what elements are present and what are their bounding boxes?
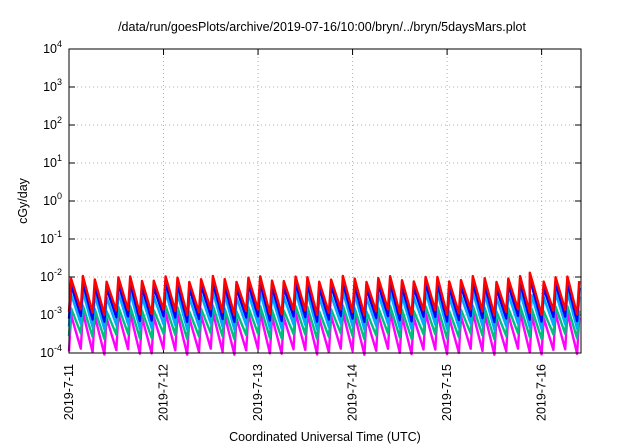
- x-tick-label: 2019-7-12: [157, 364, 171, 421]
- y-tick-exponent: -4: [54, 343, 62, 353]
- y-tick-label: 102: [43, 115, 62, 132]
- y-tick-exponent: 1: [57, 153, 62, 163]
- y-tick-exponent: 4: [57, 39, 62, 49]
- plot-frame: [68, 48, 582, 354]
- y-axis-label: cGy/day: [16, 177, 30, 224]
- series-line: [67, 271, 581, 317]
- y-tick-base: 10: [43, 118, 57, 132]
- y-tick-label: 10-1: [40, 229, 62, 246]
- x-axis-label: Coordinated Universal Time (UTC): [229, 430, 421, 444]
- chart-title: /data/run/goesPlots/archive/2019-07-16/1…: [118, 20, 526, 34]
- y-tick-exponent: 2: [57, 115, 62, 125]
- y-tick-base: 10: [43, 194, 57, 208]
- y-tick-base: 10: [40, 308, 54, 322]
- x-tick-label: 2019-7-14: [346, 364, 360, 421]
- y-tick-label: 10-2: [40, 267, 62, 284]
- y-tick-exponent: -1: [54, 229, 62, 239]
- y-tick-label: 103: [43, 77, 62, 94]
- y-tick-base: 10: [43, 156, 57, 170]
- x-tick-labels: 2019-7-11 2019-7-12 2019-7-13 2019-7-14 2019…: [62, 364, 549, 421]
- y-tick-label: 10-3: [40, 305, 62, 322]
- x-tick-label: 2019-7-11: [62, 364, 76, 420]
- y-tick-exponent: 0: [57, 191, 62, 201]
- y-tick-exponent: -2: [54, 267, 62, 277]
- x-tick-label: 2019-7-15: [440, 364, 454, 421]
- y-tick-label: 100: [43, 191, 62, 208]
- y-tick-base: 10: [40, 270, 54, 284]
- y-tick-base: 10: [40, 232, 54, 246]
- y-tick-label: 101: [43, 153, 62, 170]
- x-tick-label: 2019-7-13: [251, 364, 265, 421]
- series-group: [67, 271, 581, 356]
- y-tick-base: 10: [43, 42, 57, 56]
- y-tick-base: 10: [40, 346, 54, 360]
- x-tick-label: 2019-7-16: [535, 364, 549, 421]
- y-tick-label: 104: [43, 39, 62, 56]
- y-tick-exponent: -3: [54, 305, 62, 315]
- y-tick-exponent: 3: [57, 77, 62, 87]
- y-tick-label: 10-4: [40, 343, 62, 360]
- y-tick-base: 10: [43, 80, 57, 94]
